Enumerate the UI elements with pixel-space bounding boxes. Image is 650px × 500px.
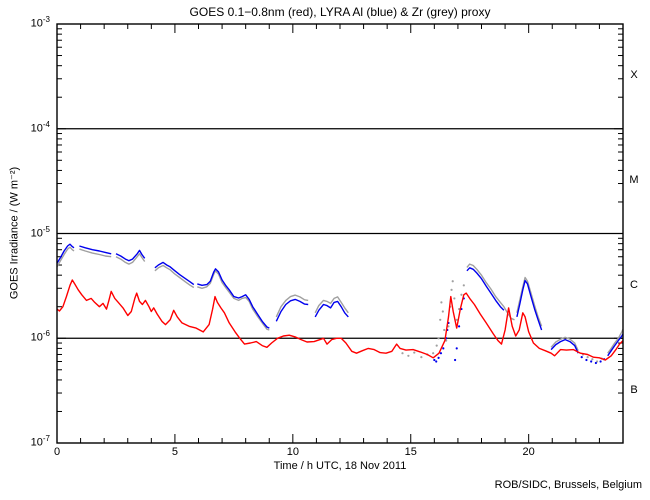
series-lyra-zr-proxy [56,246,624,363]
chart-title: GOES 0.1−0.8nm (red), LYRA Al (blue) & Z… [189,5,491,19]
y-tick-label: 10-5 [30,224,50,240]
flare-class-label: B [630,383,638,396]
plot-frame [56,23,624,444]
y-tick-label: 10-3 [30,15,50,30]
x-tick-label: 15 [404,446,417,458]
y-tick-label: 10-4 [30,119,50,135]
x-tick-label: 20 [522,446,535,458]
flare-class-label: M [629,174,639,187]
flare-class-label: X [630,69,638,82]
x-axis-label: Time / h UTC, 18 Nov 2011 [273,460,407,472]
series-goes-0-1-0-8nm [56,279,624,361]
x-tick-label: 10 [286,446,299,458]
y-tick-label: 10-6 [30,329,50,344]
credit-label: ROB/SIDC, Brussels, Belgium [494,479,642,491]
series-lyra-al-proxy [56,243,624,365]
reference-lines [57,128,623,339]
axis-ticks [56,23,624,444]
y-tick-label: 10-7 [30,434,50,449]
x-tick-label: 5 [171,446,178,458]
x-tick-label: 0 [53,446,61,458]
flare-class-label: C [630,278,638,291]
